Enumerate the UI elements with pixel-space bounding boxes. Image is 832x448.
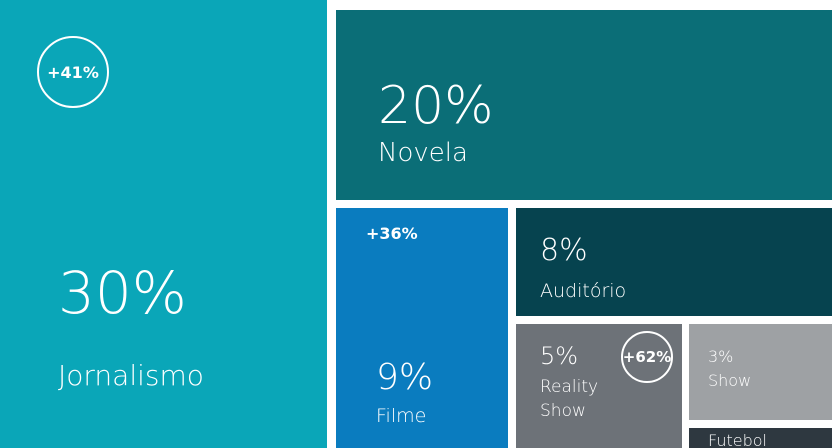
category-label: Filme [376,405,427,427]
tile: Futebol [689,428,832,448]
value-label: 20% [378,76,494,136]
value-label: 8% [540,233,588,268]
value-label: 3% [708,347,734,366]
value-label: 30% [58,259,187,327]
value-label: 9% [376,357,434,398]
value-label: 5% [540,342,579,370]
tile: 5% Reality Show +62% [516,324,682,448]
tile: 30% Jornalismo +41% [0,0,327,448]
tile: 3% Show [689,324,832,420]
category-label: Jornalismo [58,359,204,392]
category-label: Reality Show [540,377,599,421]
growth-badge: +41% [37,36,109,108]
category-label: Novela [378,138,468,168]
category-label: Futebol [708,431,767,448]
growth-badge: +36% [366,223,418,243]
tile: 9% Filme +36% [336,208,508,448]
tile: 20% Novela [336,10,832,200]
growth-badge: +62% [621,331,673,383]
category-label: Auditório [540,280,627,302]
tile: 8% Auditório [516,208,832,316]
category-label: Show [708,371,752,390]
